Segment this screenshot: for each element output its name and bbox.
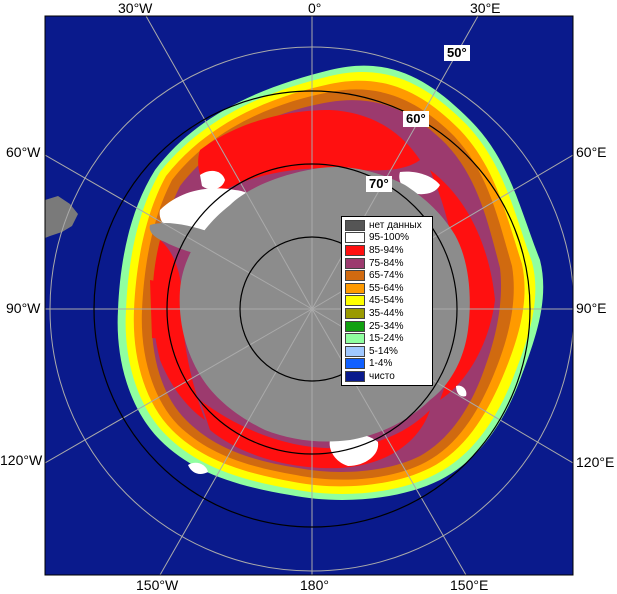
legend-swatch — [345, 320, 365, 332]
legend-swatch — [345, 295, 365, 307]
legend-item: 85-94% — [345, 244, 429, 257]
legend-swatch — [345, 219, 365, 231]
legend-swatch — [345, 358, 365, 370]
legend-label: нет данных — [369, 219, 422, 231]
meridian-lines — [45, 16, 573, 575]
parallel-lines — [49, 46, 573, 572]
lon-label-150w: 150°W — [136, 577, 179, 593]
legend-label: 5-14% — [369, 345, 398, 357]
legend-label: 35-44% — [369, 307, 404, 319]
lat-label-70: 70° — [366, 176, 392, 192]
legend-item: 15-24% — [345, 332, 429, 345]
lon-label-90w: 90°W — [6, 300, 41, 316]
ice-patch-white-4 — [329, 433, 379, 466]
legend-label: 95-100% — [369, 232, 410, 244]
south-america-land — [45, 196, 78, 238]
legend-label: чисто — [369, 370, 395, 382]
lon-label-120w: 120°W — [0, 452, 43, 468]
legend-label: 85-94% — [369, 244, 404, 256]
ice-patch-white-2 — [200, 170, 225, 190]
ice-patch-white-5 — [188, 462, 208, 474]
lon-label-60e: 60°E — [576, 144, 607, 160]
legend-label: 75-84% — [369, 257, 404, 269]
lat-label-60: 60° — [403, 111, 429, 127]
legend-swatch — [345, 370, 365, 382]
legend-item: 95-100% — [345, 232, 429, 245]
legend-swatch — [345, 282, 365, 294]
legend-swatch — [345, 257, 365, 269]
ice-patch-red-north — [198, 110, 420, 195]
legend-swatch — [345, 232, 365, 244]
map-frame — [44, 15, 574, 576]
legend-swatch — [345, 244, 365, 256]
legend-item: 25-34% — [345, 320, 429, 333]
legend-label: 15-24% — [369, 333, 404, 345]
legend-item: 45-54% — [345, 295, 429, 308]
legend-label: 55-64% — [369, 282, 404, 294]
legend-swatch — [345, 333, 365, 345]
ice-patch-red-90w — [150, 280, 178, 340]
lat-label-50: 50° — [444, 45, 470, 61]
legend-label: 65-74% — [369, 270, 404, 282]
legend-swatch — [345, 307, 365, 319]
lon-label-150e: 150°E — [450, 577, 489, 593]
legend-item: 1-4% — [345, 358, 429, 371]
legend-swatch — [345, 270, 365, 282]
lon-label-30e: 30°E — [470, 0, 501, 16]
lon-label-0: 0° — [308, 0, 322, 16]
concentration-legend: нет данных 95-100% 85-94% 75-84% 65-74% 55-64… — [341, 216, 433, 386]
legend-label: 25-34% — [369, 320, 404, 332]
legend-item: чисто — [345, 370, 429, 383]
legend-item: 35-44% — [345, 307, 429, 320]
lon-label-180: 180° — [300, 577, 329, 593]
legend-item: 65-74% — [345, 269, 429, 282]
legend-item: 75-84% — [345, 257, 429, 270]
legend-swatch — [345, 345, 365, 357]
lon-label-30w: 30°W — [118, 0, 153, 16]
legend-item: 5-14% — [345, 345, 429, 358]
ice-patch-white-6 — [456, 385, 467, 397]
legend-label: 45-54% — [369, 295, 404, 307]
legend-item: 55-64% — [345, 282, 429, 295]
lon-label-120e: 120°E — [576, 454, 615, 470]
lon-label-90e: 90°E — [576, 300, 607, 316]
latitude-circles — [93, 90, 531, 528]
legend-label: 1-4% — [369, 358, 393, 370]
legend-item: нет данных — [345, 219, 429, 232]
lon-label-60w: 60°W — [6, 144, 41, 160]
